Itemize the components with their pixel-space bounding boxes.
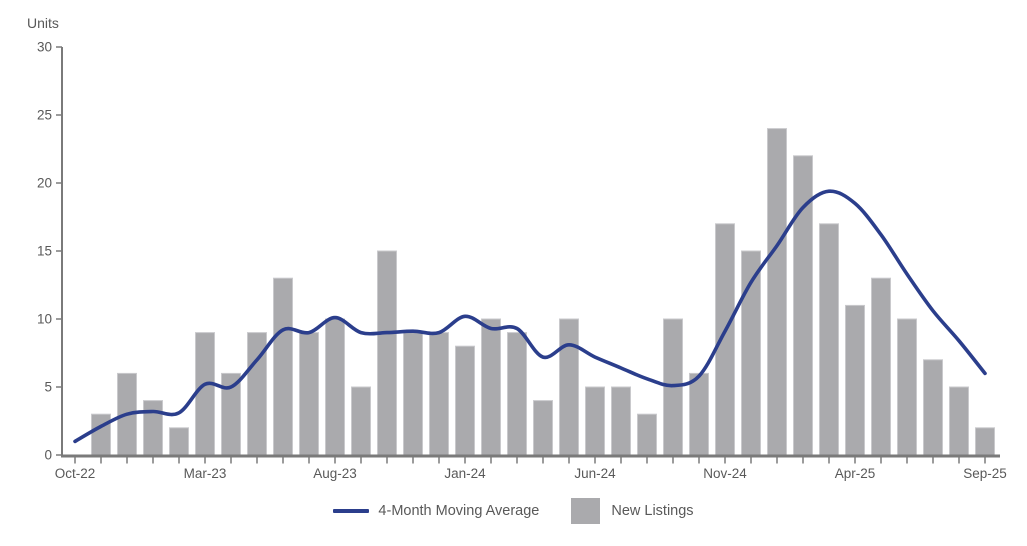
units-chart: 0 5 10 15 20 25 30 Oct-22 Mar-23 Aug-23 Jan-24 Jun-… bbox=[37, 40, 1007, 482]
bar-Mar-23 bbox=[195, 332, 215, 456]
moving-average-line bbox=[73, 189, 987, 444]
bar-Jun-23 bbox=[273, 277, 293, 456]
bar-Jul-25 bbox=[923, 359, 943, 456]
bar-Jan-25 bbox=[767, 128, 787, 456]
x-tick-label: Sep-25 bbox=[963, 466, 1007, 481]
new-listings-legend-swatch bbox=[571, 498, 601, 524]
bar-Jun-24 bbox=[585, 386, 605, 456]
bar-Aug-24 bbox=[637, 413, 657, 456]
new-listings-legend-label: New Listings bbox=[611, 503, 694, 519]
y-tick-label: 30 bbox=[37, 40, 52, 55]
bar-Jan-24 bbox=[455, 345, 475, 456]
x-tick-label: Jan-24 bbox=[444, 466, 486, 481]
bar-May-24 bbox=[559, 318, 579, 456]
bar-Jul-23 bbox=[299, 332, 319, 456]
bar-Apr-25 bbox=[845, 304, 865, 456]
moving-average-legend-label: 4-Month Moving Average bbox=[378, 503, 540, 519]
bar-Nov-24 bbox=[715, 223, 735, 456]
bar-Nov-23 bbox=[403, 332, 423, 456]
x-axis-ticks: Oct-22 Mar-23 Aug-23 Jan-24 Jun-24 Nov-24 Apr-… bbox=[55, 457, 1007, 481]
bar-Apr-24 bbox=[533, 400, 553, 456]
bar-Aug-25 bbox=[949, 386, 969, 456]
x-tick-label: Oct-22 bbox=[55, 466, 96, 481]
x-tick-label: Mar-23 bbox=[184, 466, 227, 481]
y-tick-label: 15 bbox=[37, 244, 52, 259]
bar-Aug-23 bbox=[325, 318, 345, 456]
bar-Sep-25 bbox=[975, 427, 995, 456]
bar-Oct-23 bbox=[377, 250, 397, 456]
y-tick-label: 10 bbox=[37, 312, 52, 327]
y-tick-label: 25 bbox=[37, 108, 52, 123]
bar-May-25 bbox=[871, 277, 891, 456]
new-listings-bars bbox=[91, 128, 995, 456]
y-tick-label: 20 bbox=[37, 176, 52, 191]
x-tick-label: Nov-24 bbox=[703, 466, 747, 481]
bar-Feb-23 bbox=[169, 427, 189, 456]
bar-Jul-24 bbox=[611, 386, 631, 456]
bar-Oct-24 bbox=[689, 372, 709, 456]
y-axis-ticks: 0 5 10 15 20 25 30 bbox=[37, 40, 62, 463]
x-tick-label: Apr-25 bbox=[835, 466, 876, 481]
bar-Dec-23 bbox=[429, 332, 449, 456]
bar-Mar-25 bbox=[819, 223, 839, 456]
bar-Feb-24 bbox=[481, 318, 501, 456]
bar-Jan-23 bbox=[143, 400, 163, 456]
y-tick-label: 5 bbox=[44, 380, 52, 395]
bar-Mar-24 bbox=[507, 332, 527, 456]
moving-average-legend-swatch bbox=[333, 509, 370, 513]
legend: 4-Month Moving Average New Listings bbox=[0, 494, 1027, 528]
bar-Jun-25 bbox=[897, 318, 917, 456]
y-axis-title: Units bbox=[27, 15, 59, 31]
bar-Sep-23 bbox=[351, 386, 371, 456]
y-tick-label: 0 bbox=[44, 448, 52, 463]
bar-Nov-22 bbox=[91, 413, 111, 456]
x-tick-label: Jun-24 bbox=[574, 466, 616, 481]
x-tick-label: Aug-23 bbox=[313, 466, 357, 481]
